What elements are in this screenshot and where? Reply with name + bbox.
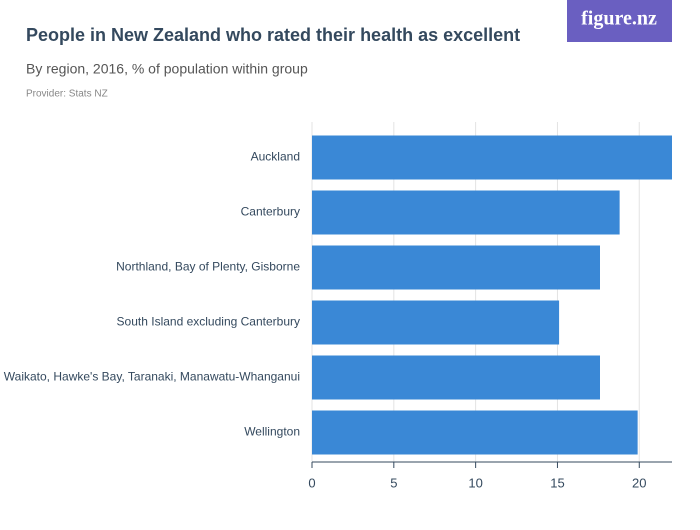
x-tick-label: 5 [390,475,397,490]
chart-title: People in New Zealand who rated their he… [26,25,520,45]
bar [312,355,600,400]
y-tick-label: South Island excluding Canterbury [117,315,300,329]
provider: Provider: Stats NZ [26,89,108,100]
y-tick-label: Northland, Bay of Plenty, Gisborne [116,260,300,274]
y-tick-label: Wellington [244,425,300,439]
x-tick-label: 10 [468,475,482,490]
chart-subtitle: By region, 2016, % of population within … [26,61,308,77]
x-tick-label: 20 [632,475,646,490]
x-tick-label: 15 [550,475,564,490]
bar [312,135,672,180]
x-tick-label: 0 [308,475,315,490]
y-tick-label: Waikato, Hawke's Bay, Taranaki, Manawatu… [4,370,300,384]
logo: figure.nz [581,8,657,30]
logo-box [567,0,672,42]
y-tick-label: Auckland [251,150,300,164]
bar [312,245,600,290]
bar [312,190,620,235]
y-tick-label: Canterbury [241,205,300,219]
bar [312,300,560,345]
bar [312,410,638,455]
